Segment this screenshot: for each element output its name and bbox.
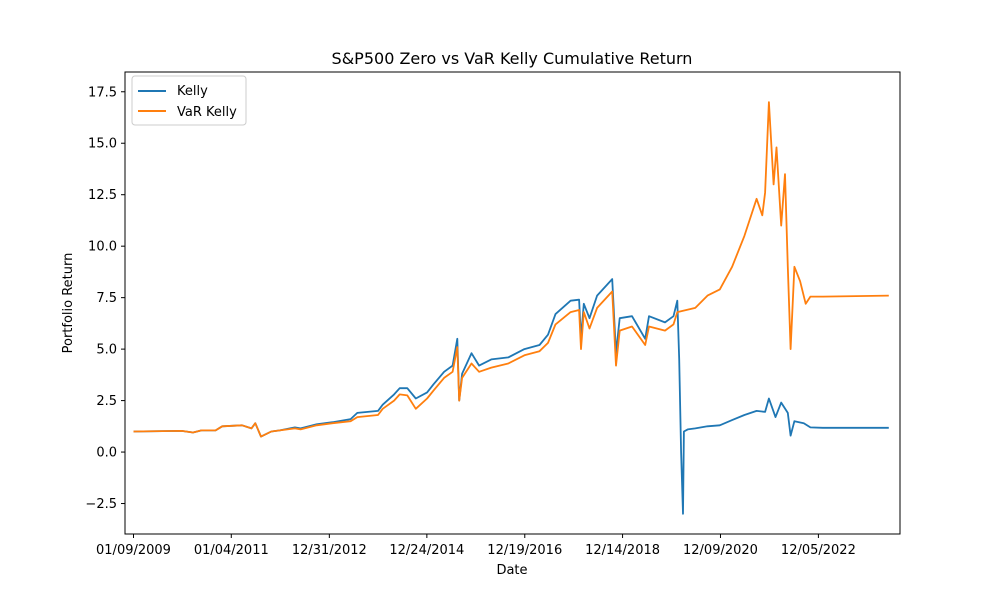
y-axis-title: Portfolio Return <box>61 253 76 354</box>
series-line-kelly <box>133 278 889 515</box>
y-tick-label: 17.5 <box>88 85 117 100</box>
x-tick-label: 12/31/2012 <box>292 543 367 558</box>
y-tick-label: −2.5 <box>85 497 117 512</box>
x-axis: 01/09/2009 01/04/2011 12/31/2012 12/24/2014… <box>96 534 856 558</box>
x-tick-label: 12/19/2016 <box>487 543 562 558</box>
y-tick-label: 5.0 <box>96 343 117 358</box>
x-tick-label: 12/05/2022 <box>781 543 856 558</box>
chart-title: S&P500 Zero vs VaR Kelly Cumulative Retu… <box>332 49 693 68</box>
y-axis: −2.5 0.0 2.5 5.0 7.5 10.0 12.5 15.0 17.5 <box>85 85 125 512</box>
legend: Kelly VaR Kelly <box>131 75 247 126</box>
legend-label-kelly: Kelly <box>177 84 208 99</box>
legend-label-var-kelly: VaR Kelly <box>177 105 237 120</box>
y-tick-label: 2.5 <box>96 394 117 409</box>
y-tick-label: 10.0 <box>88 240 117 255</box>
plot-frame <box>124 71 901 535</box>
y-tick-label: 0.0 <box>96 446 117 461</box>
x-tick-label: 01/09/2009 <box>96 543 171 558</box>
y-tick-label: 7.5 <box>96 291 117 306</box>
x-tick-label: 01/04/2011 <box>194 543 269 558</box>
legend-box <box>131 75 247 126</box>
y-tick-label: 15.0 <box>88 137 117 152</box>
x-tick-label: 12/24/2014 <box>389 543 464 558</box>
y-tick-label: 12.5 <box>88 188 117 203</box>
x-tick-label: 12/14/2018 <box>585 543 660 558</box>
x-axis-title: Date <box>496 563 527 578</box>
x-tick-label: 12/09/2020 <box>683 543 758 558</box>
series-line-var-kelly <box>133 101 889 438</box>
plot-area <box>133 101 889 515</box>
